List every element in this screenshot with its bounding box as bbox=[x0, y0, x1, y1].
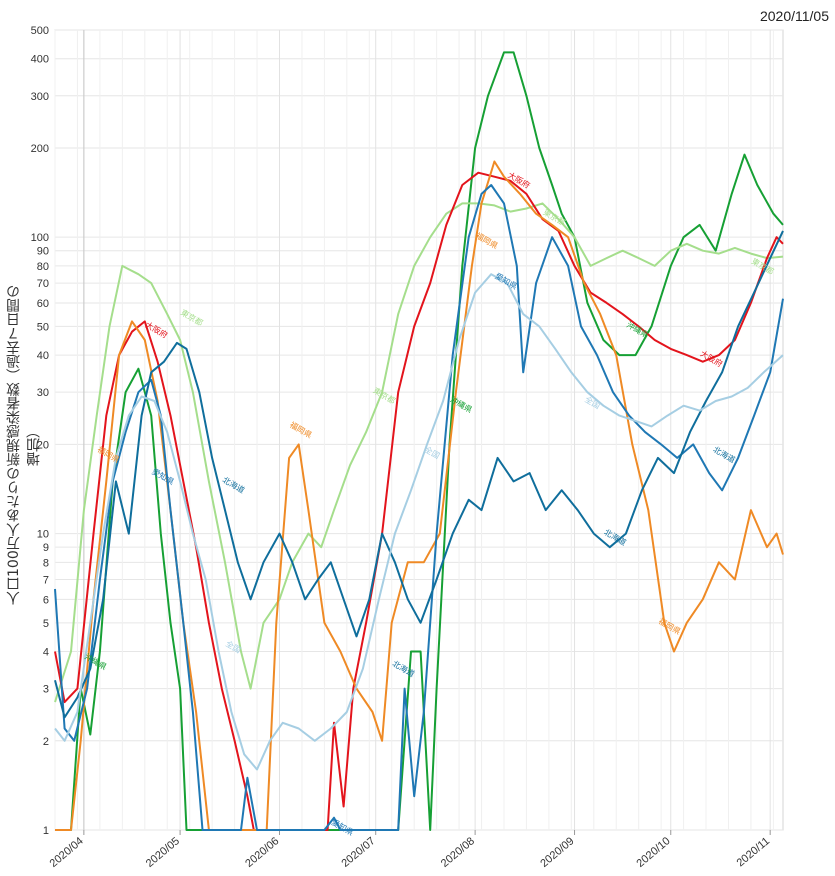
x-tick-label: 2020/06 bbox=[243, 835, 281, 870]
plot-frame bbox=[54, 29, 784, 831]
series-label: 沖縄県 bbox=[625, 319, 651, 340]
x-tick-label: 2020/09 bbox=[538, 835, 576, 870]
x-tick-label: 2020/11 bbox=[735, 835, 773, 869]
series-label: 愛知県 bbox=[150, 466, 176, 487]
series-line-全国 bbox=[54, 273, 784, 771]
y-tick-label: 8 bbox=[43, 557, 49, 569]
gridlines bbox=[54, 29, 784, 831]
y-tick-label: 30 bbox=[37, 387, 49, 399]
y-tick-label: 9 bbox=[43, 542, 49, 554]
series-label: 福岡県 bbox=[288, 420, 313, 440]
y-tick-label: 500 bbox=[31, 25, 49, 37]
date-stamp: 2020/11/05 bbox=[759, 8, 829, 24]
series-label: 大阪府 bbox=[699, 348, 725, 369]
series-line-沖縄県 bbox=[55, 51, 784, 831]
y-tick-label: 2 bbox=[43, 736, 49, 748]
y-tick-label: 100 bbox=[31, 232, 49, 244]
series-label: 大阪府 bbox=[144, 319, 170, 340]
y-tick-label: 50 bbox=[37, 321, 49, 333]
y-tick-label: 6 bbox=[43, 594, 49, 606]
y-tick-label: 80 bbox=[37, 261, 49, 273]
series-label: 東京都 bbox=[179, 307, 205, 328]
series-lines bbox=[54, 51, 784, 831]
series-label: 福岡県 bbox=[474, 231, 499, 251]
y-tick-label: 20 bbox=[37, 439, 49, 451]
series-label: 愛知県 bbox=[330, 817, 356, 838]
y-tick-label: 400 bbox=[31, 54, 49, 66]
series-line-愛知県 bbox=[54, 184, 784, 831]
y-tick-label: 200 bbox=[31, 143, 49, 155]
series-label: 北海道 bbox=[221, 474, 247, 495]
y-tick-label: 10 bbox=[37, 529, 49, 541]
y-tick-label: 5 bbox=[43, 618, 49, 630]
y-tick-label: 1 bbox=[43, 825, 49, 837]
series-label: 愛知県 bbox=[493, 271, 519, 292]
series-label: 全国 bbox=[423, 444, 442, 461]
series-label: 北海道 bbox=[391, 658, 417, 679]
series-line-北海道 bbox=[54, 230, 784, 719]
y-tick-label: 60 bbox=[37, 298, 49, 310]
x-tick-label: 2020/05 bbox=[144, 835, 182, 870]
series-label: 東京都 bbox=[541, 207, 567, 228]
x-tick-label: 2020/07 bbox=[339, 835, 377, 870]
y-tick-label: 3 bbox=[43, 684, 49, 696]
series-line-福岡県 bbox=[55, 160, 784, 831]
y-tick-label: 40 bbox=[37, 350, 49, 362]
y-tick-label: 4 bbox=[43, 647, 49, 659]
y-tick-label: 90 bbox=[37, 246, 49, 258]
x-tick-label: 2020/08 bbox=[439, 835, 477, 870]
x-tick-label: 2020/10 bbox=[635, 835, 673, 870]
series-label: 北海道 bbox=[711, 444, 737, 465]
x-tick-label: 2020/04 bbox=[48, 835, 86, 870]
y-tick-label: 7 bbox=[43, 575, 49, 587]
y-tick-label: 300 bbox=[31, 91, 49, 103]
series-line-東京都 bbox=[54, 202, 784, 703]
y-tick-label: 70 bbox=[37, 278, 49, 290]
series-line-大阪府 bbox=[54, 171, 784, 831]
